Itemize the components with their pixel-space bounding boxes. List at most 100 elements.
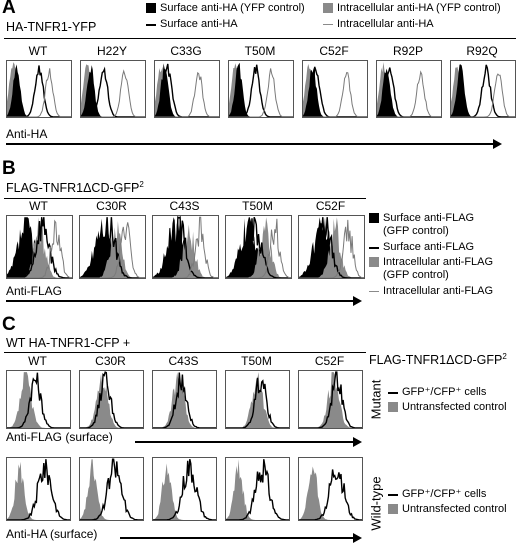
legend-item: Surface anti-FLAG (GFP control) <box>369 212 474 238</box>
legend-item: Surface anti-HA (YFP control) <box>146 2 305 15</box>
panel-c-axis-label-mutant: Anti-FLAG (surface) <box>6 430 113 444</box>
histogram-svg <box>377 62 441 117</box>
panel-c-letter: C <box>2 314 16 335</box>
histogram-curve <box>80 459 143 520</box>
panel-b-axis-label: Anti-FLAG <box>6 284 63 298</box>
histogram-curve <box>80 374 143 428</box>
legend-swatch <box>323 24 333 25</box>
column-label: WT <box>28 44 48 58</box>
histogram-curve <box>7 459 70 520</box>
histogram-curve <box>7 372 70 428</box>
histogram-curve <box>299 371 362 428</box>
legend-swatch <box>323 3 333 13</box>
histogram-curve <box>226 216 291 278</box>
histogram-curve <box>377 67 441 117</box>
histogram-plot <box>6 457 71 521</box>
histogram-svg <box>7 62 71 117</box>
panel-a-divider <box>4 38 516 39</box>
legend-item: Intracellular anti-FLAG (GFP control) <box>369 256 493 282</box>
histogram-svg <box>7 459 70 520</box>
histogram-plot <box>225 370 290 429</box>
histogram-curve <box>7 372 70 428</box>
histogram-svg <box>7 372 70 428</box>
histogram-svg <box>80 458 143 520</box>
histogram-plot <box>450 60 516 118</box>
histogram-curve <box>7 64 71 117</box>
legend-swatch <box>369 257 379 267</box>
histogram-plot <box>152 370 217 429</box>
histogram-curve <box>155 63 219 117</box>
histogram-curve <box>155 63 219 117</box>
histogram-plot <box>79 370 144 429</box>
histogram-curve <box>7 217 72 278</box>
histogram-curve <box>299 466 362 520</box>
legend-swatch <box>369 291 379 292</box>
histogram-curve <box>226 377 289 428</box>
histogram-svg <box>153 372 216 428</box>
histogram-curve <box>153 372 216 428</box>
panel-c-axis-label-wild-type: Anti-HA (surface) <box>6 527 98 541</box>
panel-c-divider <box>4 352 366 353</box>
histogram-plot <box>152 215 219 279</box>
legend-item: Intracellular anti-FLAG <box>369 285 493 298</box>
column-label: R92Q <box>466 44 498 58</box>
histogram-curve <box>81 66 145 117</box>
histogram-curve <box>153 224 218 278</box>
histogram-curve <box>226 217 291 278</box>
histogram-plot <box>80 60 146 118</box>
legend-item: Surface anti-FLAG <box>369 241 474 254</box>
column-label: C33G <box>170 44 202 58</box>
histogram-plot <box>298 457 363 521</box>
histogram-curve <box>299 469 362 520</box>
histogram-curve <box>80 371 143 428</box>
histogram-svg <box>299 217 364 278</box>
histogram-plot <box>302 60 368 118</box>
histogram-curve <box>229 68 293 117</box>
histogram-curve <box>303 67 367 117</box>
histogram-curve <box>226 459 289 520</box>
legend-item: Surface anti-HA <box>146 18 238 31</box>
histogram-curve <box>226 459 289 520</box>
histogram-curve <box>299 219 364 278</box>
column-label: C52F <box>319 44 349 58</box>
histogram-plot <box>6 215 73 279</box>
histogram-curve <box>153 463 216 520</box>
histogram-curve <box>299 372 362 428</box>
panel-b-construct: FLAG-TNFR1ΔCD-GFP2 <box>6 180 144 196</box>
histogram-curve <box>81 69 145 117</box>
histogram-curve <box>226 372 289 428</box>
histogram-curve <box>80 222 145 278</box>
histogram-curve <box>303 72 367 117</box>
histogram-curve <box>303 66 367 117</box>
panel-c-construct-right: FLAG-TNFR1ΔCD-GFP2 <box>369 352 507 368</box>
histogram-curve <box>7 65 71 117</box>
legend-swatch <box>388 392 398 394</box>
column-label: C30R <box>95 354 126 368</box>
histogram-curve <box>7 217 72 278</box>
histogram-plot <box>225 215 292 279</box>
legend-item: Untransfected control <box>388 503 507 516</box>
legend-swatch <box>369 247 379 249</box>
legend-swatch <box>388 402 398 412</box>
histogram-plot <box>6 370 71 429</box>
column-label: T50M <box>242 199 273 213</box>
histogram-curve <box>377 68 441 117</box>
legend-swatch <box>388 494 398 496</box>
column-label: WT <box>28 354 47 368</box>
histogram-curve <box>153 372 216 428</box>
histogram-svg <box>303 63 367 117</box>
histogram-curve <box>299 217 364 278</box>
histogram-curve <box>80 221 145 278</box>
histogram-svg <box>226 216 291 278</box>
panel-c-axis-arrow-mutant <box>135 437 362 447</box>
histogram-plot <box>298 215 365 279</box>
legend-item: Untransfected control <box>388 401 507 414</box>
histogram-svg <box>299 466 362 520</box>
column-label: T50M <box>241 354 272 368</box>
histogram-svg <box>226 372 289 428</box>
histogram-curve <box>229 62 293 117</box>
legend-item: Intracellular anti-HA (YFP control) <box>323 2 501 15</box>
histogram-plot <box>228 60 294 118</box>
histogram-curve <box>80 217 145 278</box>
histogram-svg <box>80 217 145 278</box>
